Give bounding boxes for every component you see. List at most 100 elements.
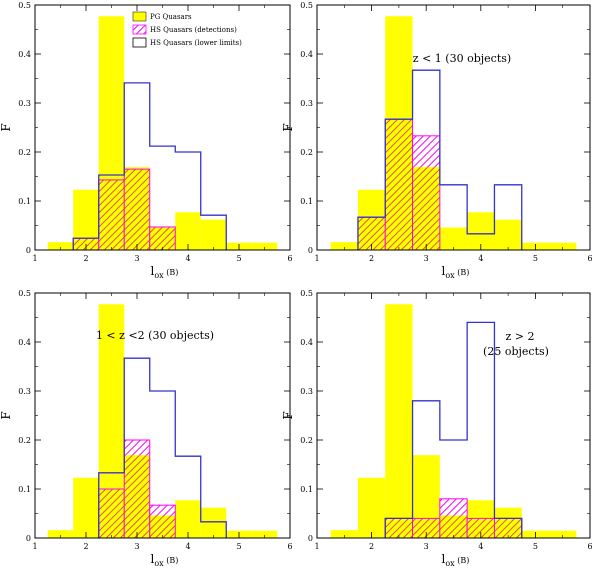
hs-lower-limit-step: [72, 82, 227, 250]
y-tick-label: 0.1: [18, 485, 31, 494]
hs-detection-overlap: [98, 179, 125, 250]
pg-bar: [47, 530, 74, 538]
hs-detection-overlap: [124, 455, 150, 538]
x-tick-label: 6: [587, 254, 592, 263]
hs-detection-overlap: [412, 518, 440, 538]
hs-detection-overlap: [124, 169, 150, 250]
y-tick-label: 0.5: [300, 289, 313, 298]
x-tick-label: 4: [185, 542, 190, 551]
pg-bar: [439, 227, 468, 250]
legend-label-low: HS Quasars (lower limits): [150, 39, 242, 47]
pg-bar: [494, 219, 522, 250]
hs-detection-overlap: [439, 515, 468, 538]
y-tick-label: 0.4: [18, 50, 31, 59]
x-tick-label: 2: [369, 542, 374, 551]
hs-detection-overlap: [98, 489, 125, 538]
y-tick-label: 0.2: [300, 148, 313, 157]
panel-annotation-2: (25 objects): [483, 345, 549, 358]
y-axis-label: F: [0, 411, 13, 419]
pg-bar: [251, 242, 278, 250]
y-tick-label: 0.4: [300, 50, 313, 59]
y-tick-label: 0.1: [300, 485, 313, 494]
hs-lower-limit-step: [98, 357, 227, 538]
panel-annotation: z < 1 (30 objects): [413, 52, 511, 65]
y-tick-label: 0: [308, 534, 313, 543]
x-tick-label: 6: [287, 254, 292, 263]
x-tick-label: 1: [32, 542, 37, 551]
x-tick-label: 2: [369, 254, 374, 263]
legend: PG Quasars HS Quasars (detections) HS Quas…: [132, 11, 242, 48]
x-tick-label: 4: [478, 542, 483, 551]
y-tick-label: 0: [26, 246, 31, 255]
hs-detection-overlap: [412, 167, 440, 250]
y-tick-label: 0.3: [300, 387, 313, 396]
panel-annotation: 1 < z <2 (30 objects): [96, 329, 214, 342]
x-tick-label: 4: [478, 254, 483, 263]
hs-detection-overlap: [149, 515, 176, 538]
x-tick-label: 3: [424, 254, 429, 263]
hs-detection-bar: [124, 440, 150, 456]
hs-detection-bar: [149, 505, 176, 516]
hs-detection-bar: [439, 498, 468, 516]
y-tick-label: 0.3: [18, 387, 31, 396]
x-axis-label: lox (B): [442, 264, 470, 280]
pg-bar: [47, 242, 74, 250]
x-axis-label: lox (B): [151, 552, 179, 568]
y-tick-label: 0: [26, 534, 31, 543]
y-tick-label: 0.5: [300, 1, 313, 10]
y-tick-label: 0: [308, 246, 313, 255]
x-tick-label: 2: [83, 254, 88, 263]
x-tick-label: 5: [236, 254, 241, 263]
legend-swatch-pg: [132, 11, 147, 22]
panel-top-left: 1 2 3 4 5 6 0 0.1 0.2 0.3 0.4 0.5 lox (B) F PG Quasars…: [0, 1, 293, 280]
hs-detection-overlap: [149, 227, 176, 250]
y-tick-label: 0.2: [18, 148, 31, 157]
pg-bar: [73, 477, 99, 538]
y-axis-label: F: [281, 123, 295, 131]
y-tick-label: 0.2: [18, 436, 31, 445]
hs-detection-overlap: [494, 518, 522, 538]
x-tick-label: 3: [424, 542, 429, 551]
pg-bar: [467, 212, 495, 250]
x-tick-label: 5: [533, 542, 538, 551]
panel-bottom-left: 1 2 3 4 5 6 0 0.1 0.2 0.3 0.4 0.5 lox (B) F 1 < z <2 (…: [0, 289, 293, 568]
pg-bar: [330, 242, 358, 250]
y-tick-label: 0.1: [18, 197, 31, 206]
legend-swatch-detections: [132, 24, 147, 35]
legend-label-pg: PG Quasars: [150, 13, 192, 21]
pg-bar: [330, 530, 358, 538]
y-tick-label: 0.5: [18, 289, 31, 298]
panel-bottom-right: 1 2 3 4 5 6 0 0.1 0.2 0.3 0.4 0.5 lox (B) Fz > 2 (25 o…: [281, 289, 593, 568]
y-axis-label: F: [0, 123, 13, 131]
pg-bar: [549, 530, 577, 538]
hs-detection-overlap: [385, 119, 413, 250]
y-tick-label: 0.4: [18, 338, 31, 347]
pg-bar: [200, 507, 227, 538]
panel-annotation: z > 2: [505, 330, 534, 343]
legend-label-det: HS Quasars (detections): [150, 26, 237, 34]
x-axis-label: lox (B): [151, 264, 179, 280]
x-tick-label: 3: [134, 254, 139, 263]
x-axis-label: lox (B): [442, 552, 470, 568]
pg-bar: [357, 477, 386, 538]
y-axis-label: F: [281, 411, 295, 419]
hs-detection-bar: [412, 135, 440, 168]
pg-bar: [251, 530, 278, 538]
panel-top-right: 1 2 3 4 5 6 0 0.1 0.2 0.3 0.4 0.5 lox (B) Fz < 1 (30 …: [281, 1, 593, 280]
x-tick-label: 2: [83, 542, 88, 551]
y-tick-label: 0.1: [300, 197, 313, 206]
x-tick-label: 3: [134, 542, 139, 551]
legend-swatch-lower-limits: [132, 37, 147, 48]
x-tick-label: 5: [533, 254, 538, 263]
x-tick-label: 1: [32, 254, 37, 263]
y-tick-label: 0.5: [18, 1, 31, 10]
x-tick-label: 1: [314, 542, 319, 551]
pg-bar: [385, 304, 413, 538]
x-tick-label: 4: [185, 254, 190, 263]
pg-bar: [200, 219, 227, 250]
x-tick-label: 6: [287, 542, 292, 551]
pg-bar: [175, 500, 201, 538]
x-tick-label: 1: [314, 254, 319, 263]
y-tick-label: 0.3: [300, 99, 313, 108]
